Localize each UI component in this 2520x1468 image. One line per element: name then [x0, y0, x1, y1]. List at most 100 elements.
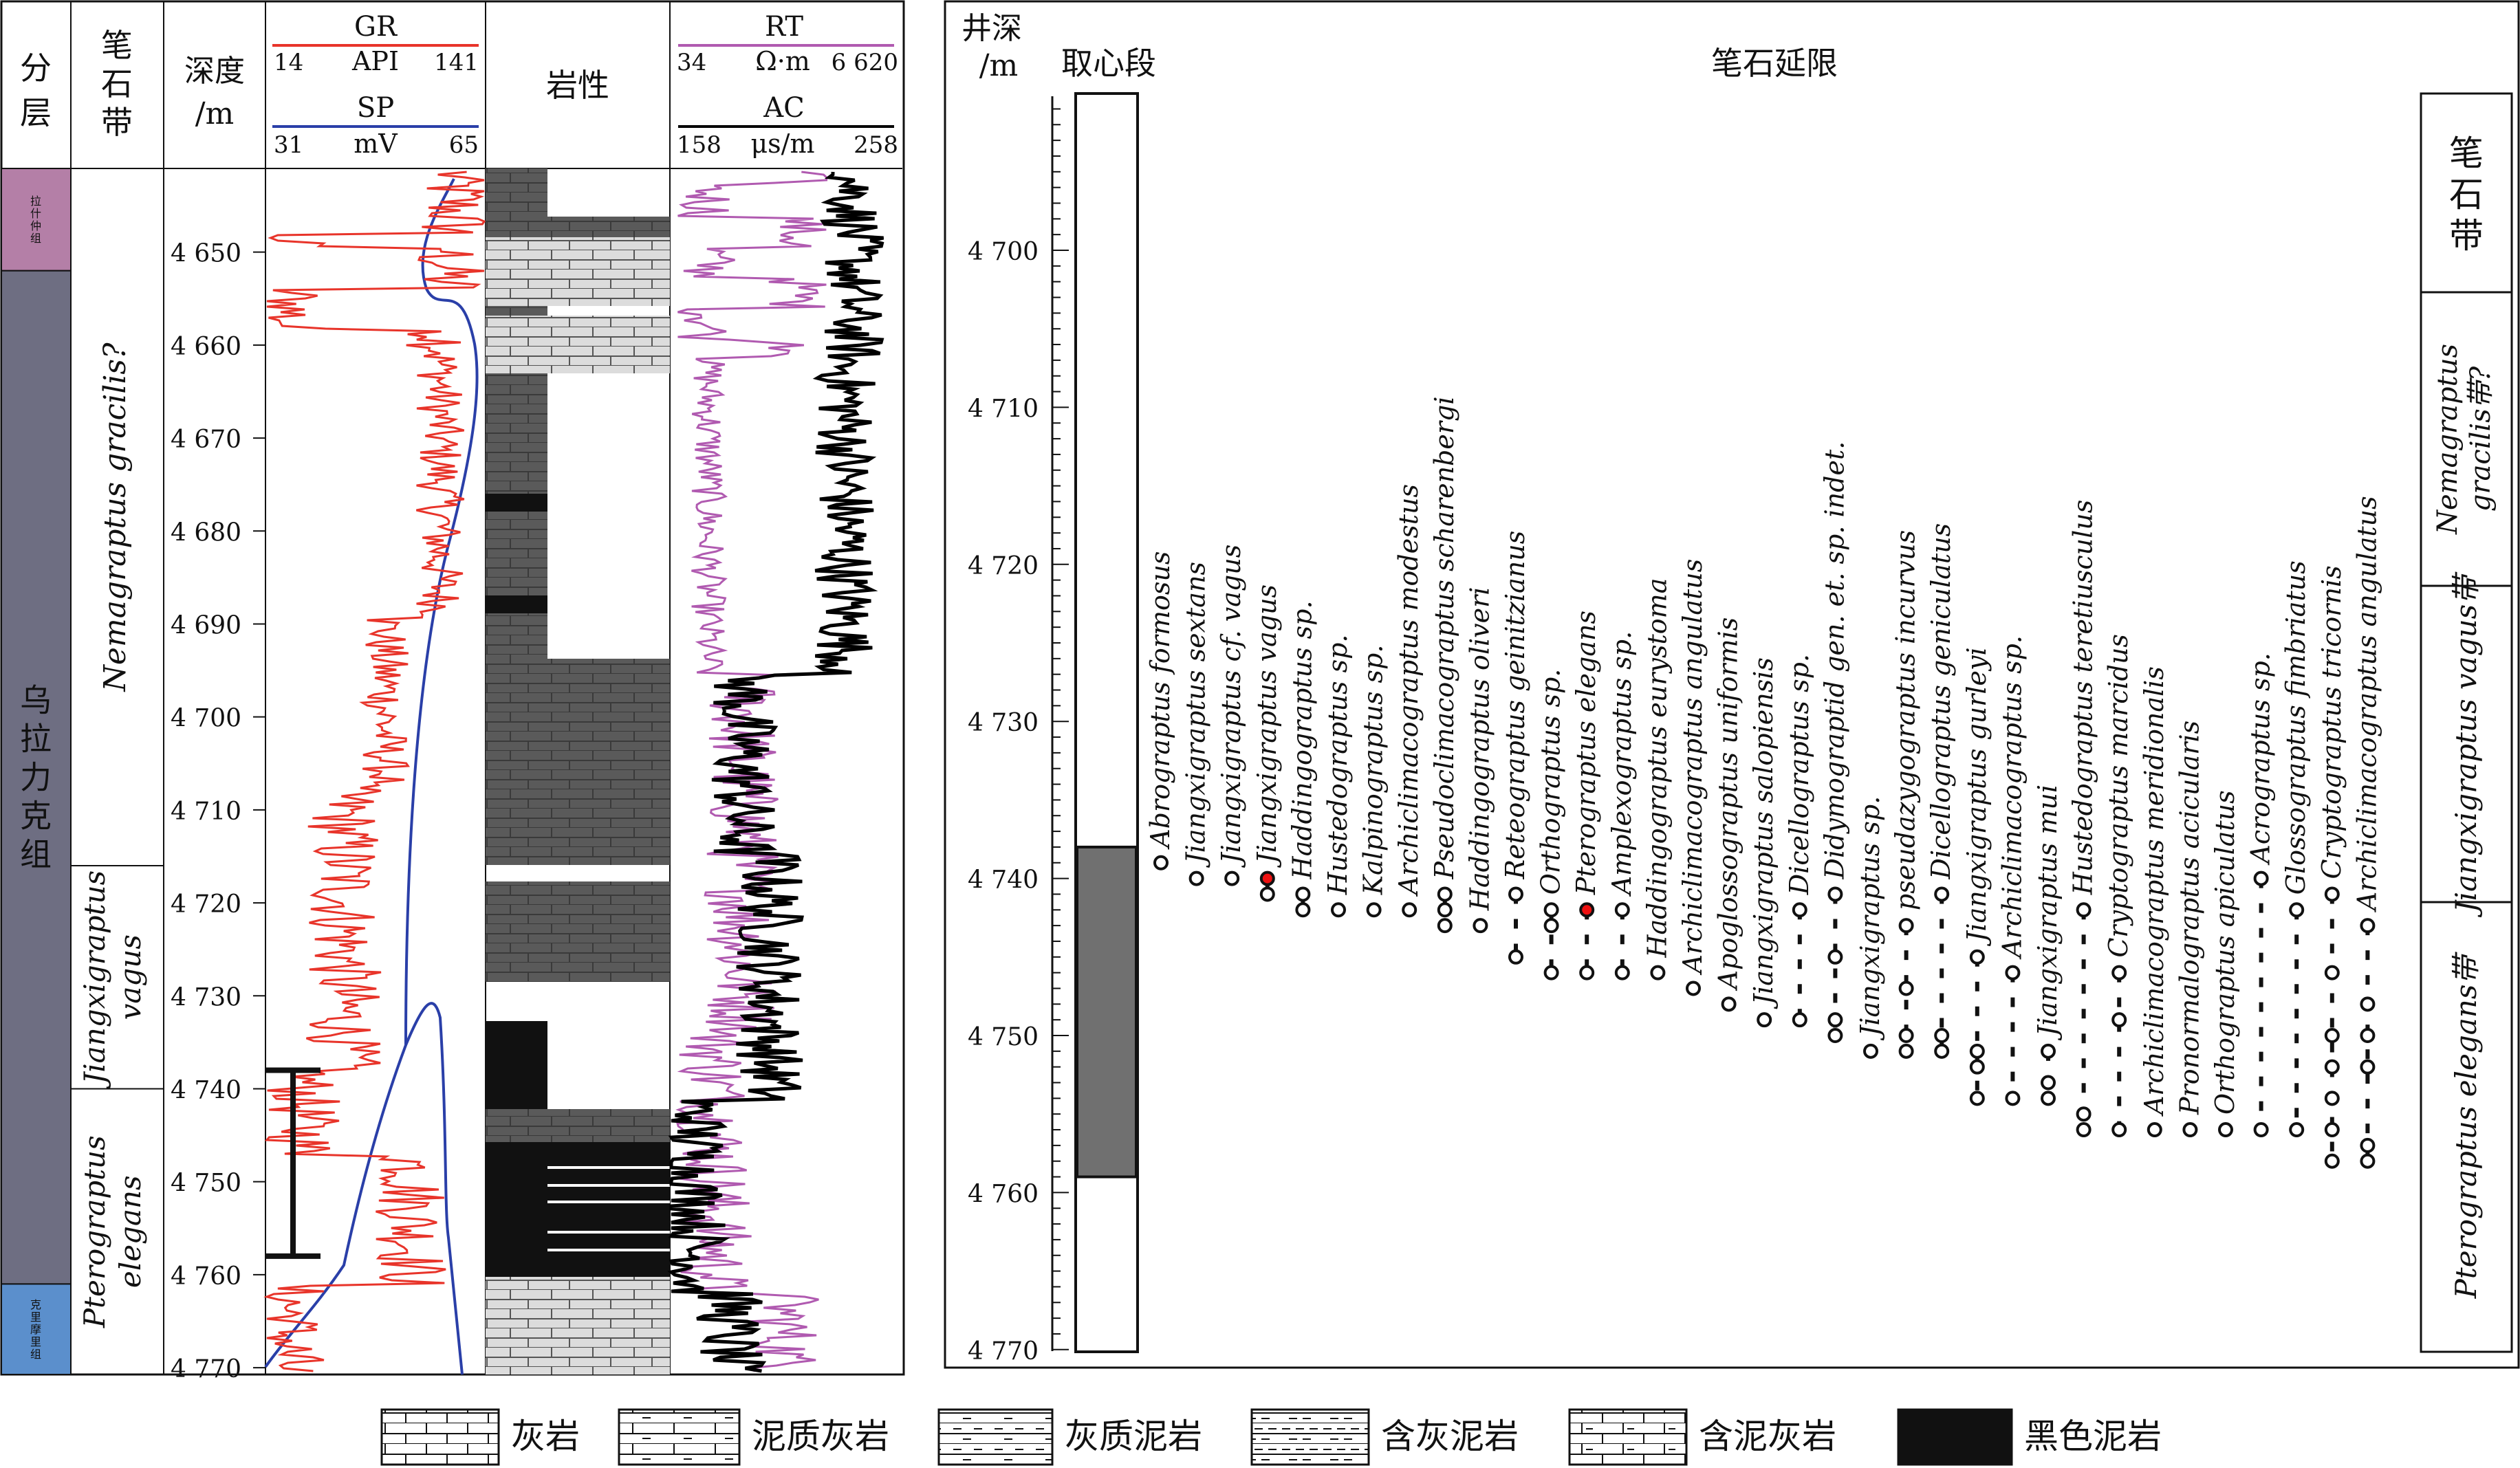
species-label: Hustedograptus teretiusculus: [2068, 500, 2098, 896]
legend-swatch-6: [1897, 1408, 2013, 1466]
occurrence-point: [1827, 1012, 1843, 1028]
occurrence-point: [2324, 886, 2340, 902]
species-range-18: Jiangxigraptus salopiensis: [1748, 657, 1779, 1028]
lith-dark-1: [486, 168, 547, 217]
occurrence-point: [2111, 1012, 2127, 1028]
formation-name-char: 组: [30, 232, 41, 245]
formation-name-char: 里: [30, 1335, 41, 1348]
occurrence-point: [1969, 1091, 1985, 1106]
species-label: Glossograptus fimbriatus: [2281, 560, 2311, 895]
depth-tick-label: 4 740: [171, 1076, 241, 1104]
legend-label-2: 泥质灰岩: [752, 1416, 889, 1456]
species-range-25: Archiclimacograptus sp.: [1997, 635, 2027, 1106]
occurrence-point: [1898, 1028, 1914, 1043]
rt-ac-header: RT 34 Ω·m 6 620 AC 158 μs/m 258: [677, 11, 898, 159]
right-depth-tick-label: 4 720: [968, 552, 1039, 580]
occurrence-point: [1614, 965, 1630, 981]
occurrence-point: [2076, 1106, 2092, 1122]
rt-unit: Ω·m: [755, 46, 810, 76]
lith-black-1: [486, 494, 547, 512]
formation-name-char: 克: [20, 798, 52, 835]
occurrence-point: [2324, 1059, 2340, 1075]
species-label: Pterograptus elegans: [1571, 611, 1601, 895]
right-zone-label-1: Nemagraptus gracilis带?: [2432, 344, 2497, 535]
occurrence-point: [2289, 902, 2305, 918]
species-range-3: Jiangxigraptus cf. vagus: [1216, 545, 1246, 886]
occurrence-point: [1259, 870, 1275, 886]
zone-table-title-char-2: 石: [2449, 175, 2484, 215]
svg-text:elegans: elegans: [113, 1175, 147, 1288]
occurrence-point: [2360, 1028, 2376, 1043]
sp-curve: [264, 1002, 464, 1375]
lith-white-line-2: [547, 1184, 670, 1187]
occurrence-point: [2041, 1043, 2056, 1059]
formation-band-2: [1, 270, 72, 1285]
occurrence-point: [1473, 918, 1488, 934]
species-range-35: Archiclimacograptus angulatus: [2351, 496, 2382, 1169]
lith-black-3: [486, 1021, 547, 1109]
formation-name-char: 里: [30, 1311, 41, 1324]
rt-name: RT: [765, 11, 803, 43]
species-range-4: Jiangxigraptus vagus: [1252, 584, 1282, 902]
sp-name: SP: [357, 92, 394, 124]
formation-name-char: 摩: [30, 1323, 41, 1336]
species-label: Haddingograptus eurystoma: [1642, 578, 1672, 958]
species-label: Archiclimacograptus modestus: [1393, 484, 1424, 897]
well-log-panel: 分 层 笔 石 带 深度 /m GR 14 API 141 SP 31 mV 6…: [0, 0, 905, 1383]
lith-dark-4: [486, 373, 547, 659]
legend-swatch-3: [937, 1408, 1054, 1466]
core-interval-marker: [265, 1067, 321, 1259]
species-label: Jiangxigraptus salopiensis: [1748, 657, 1779, 1009]
occurrence-point: [1934, 1028, 1950, 1043]
occurrence-point: [1969, 949, 1985, 965]
species-label: Apoglossograptus uniformis: [1713, 617, 1744, 992]
occurrence-point: [1331, 902, 1346, 918]
lith-white-line-5: [547, 1249, 670, 1251]
rt-ac-track: [667, 171, 884, 1373]
gr-curve: [263, 171, 486, 1372]
species-label: Didymograptid gen. et. sp. indet.: [1819, 441, 1849, 880]
species-range-10: Haddingograptus oliveri: [1464, 587, 1495, 934]
occurrence-point: [1543, 902, 1559, 918]
occurrence-point: [1508, 949, 1523, 965]
occurrence-point: [2324, 1091, 2340, 1106]
species-label: Reteograptus geinitzianus: [1500, 531, 1530, 880]
depth-tick-label: 4 730: [171, 983, 241, 1011]
lith-white-line-4: [547, 1231, 670, 1234]
occurrence-point: [2360, 1059, 2376, 1075]
species-range-30: Pronormalograptus acicularis: [2174, 721, 2204, 1138]
rt-min: 34: [677, 49, 706, 76]
well-depth-label: 井深: [962, 11, 1022, 46]
species-label: Jiangxigraptus sextans: [1181, 562, 1211, 868]
occurrence-point: [2182, 1122, 2198, 1138]
occurrence-point: [1402, 902, 1418, 918]
species-label: Dicellograptus sp.: [1784, 654, 1814, 895]
occurrence-point: [2324, 965, 2340, 981]
well-depth-unit: /m: [979, 48, 1019, 83]
occurrence-point: [2076, 1122, 2092, 1138]
occurrence-point: [1188, 870, 1204, 886]
lith-dark-5: [486, 659, 670, 865]
species-range-14: Amplexograptus sp.: [1607, 631, 1637, 981]
gr-sp-header: GR 14 API 141 SP 31 mV 65: [272, 11, 479, 159]
occurrence-point: [2253, 1122, 2269, 1138]
occurrence-point: [2289, 1122, 2305, 1138]
species-range-32: Acrograptus sp.: [2246, 653, 2276, 1138]
lith-grey-2: [486, 316, 670, 373]
right-zone-label-2: Jiangxigraptus vagus带: [2449, 571, 2483, 918]
species-range-26: Jiangxigraptus mui: [2032, 785, 2063, 1106]
depth-tick-label: 4 690: [171, 611, 241, 639]
zone-header: 笔 石 带: [101, 27, 133, 141]
occurrence-point: [1259, 886, 1275, 902]
depth-tick-label: 4 710: [171, 798, 241, 826]
sp-max: 65: [449, 131, 479, 159]
species-range-22: pseudazygograptus incurvus: [1891, 530, 1921, 1059]
species-label: Jiangxigraptus sp.: [1855, 796, 1885, 1041]
gr-max: 141: [434, 49, 479, 76]
core-column: [1074, 92, 1139, 1353]
occurrence-point: [1543, 918, 1559, 934]
formation-name-char: 力: [20, 759, 52, 796]
species-range-5: Haddingograptus sp.: [1287, 600, 1317, 918]
formation-name-char: 拉: [30, 195, 41, 208]
